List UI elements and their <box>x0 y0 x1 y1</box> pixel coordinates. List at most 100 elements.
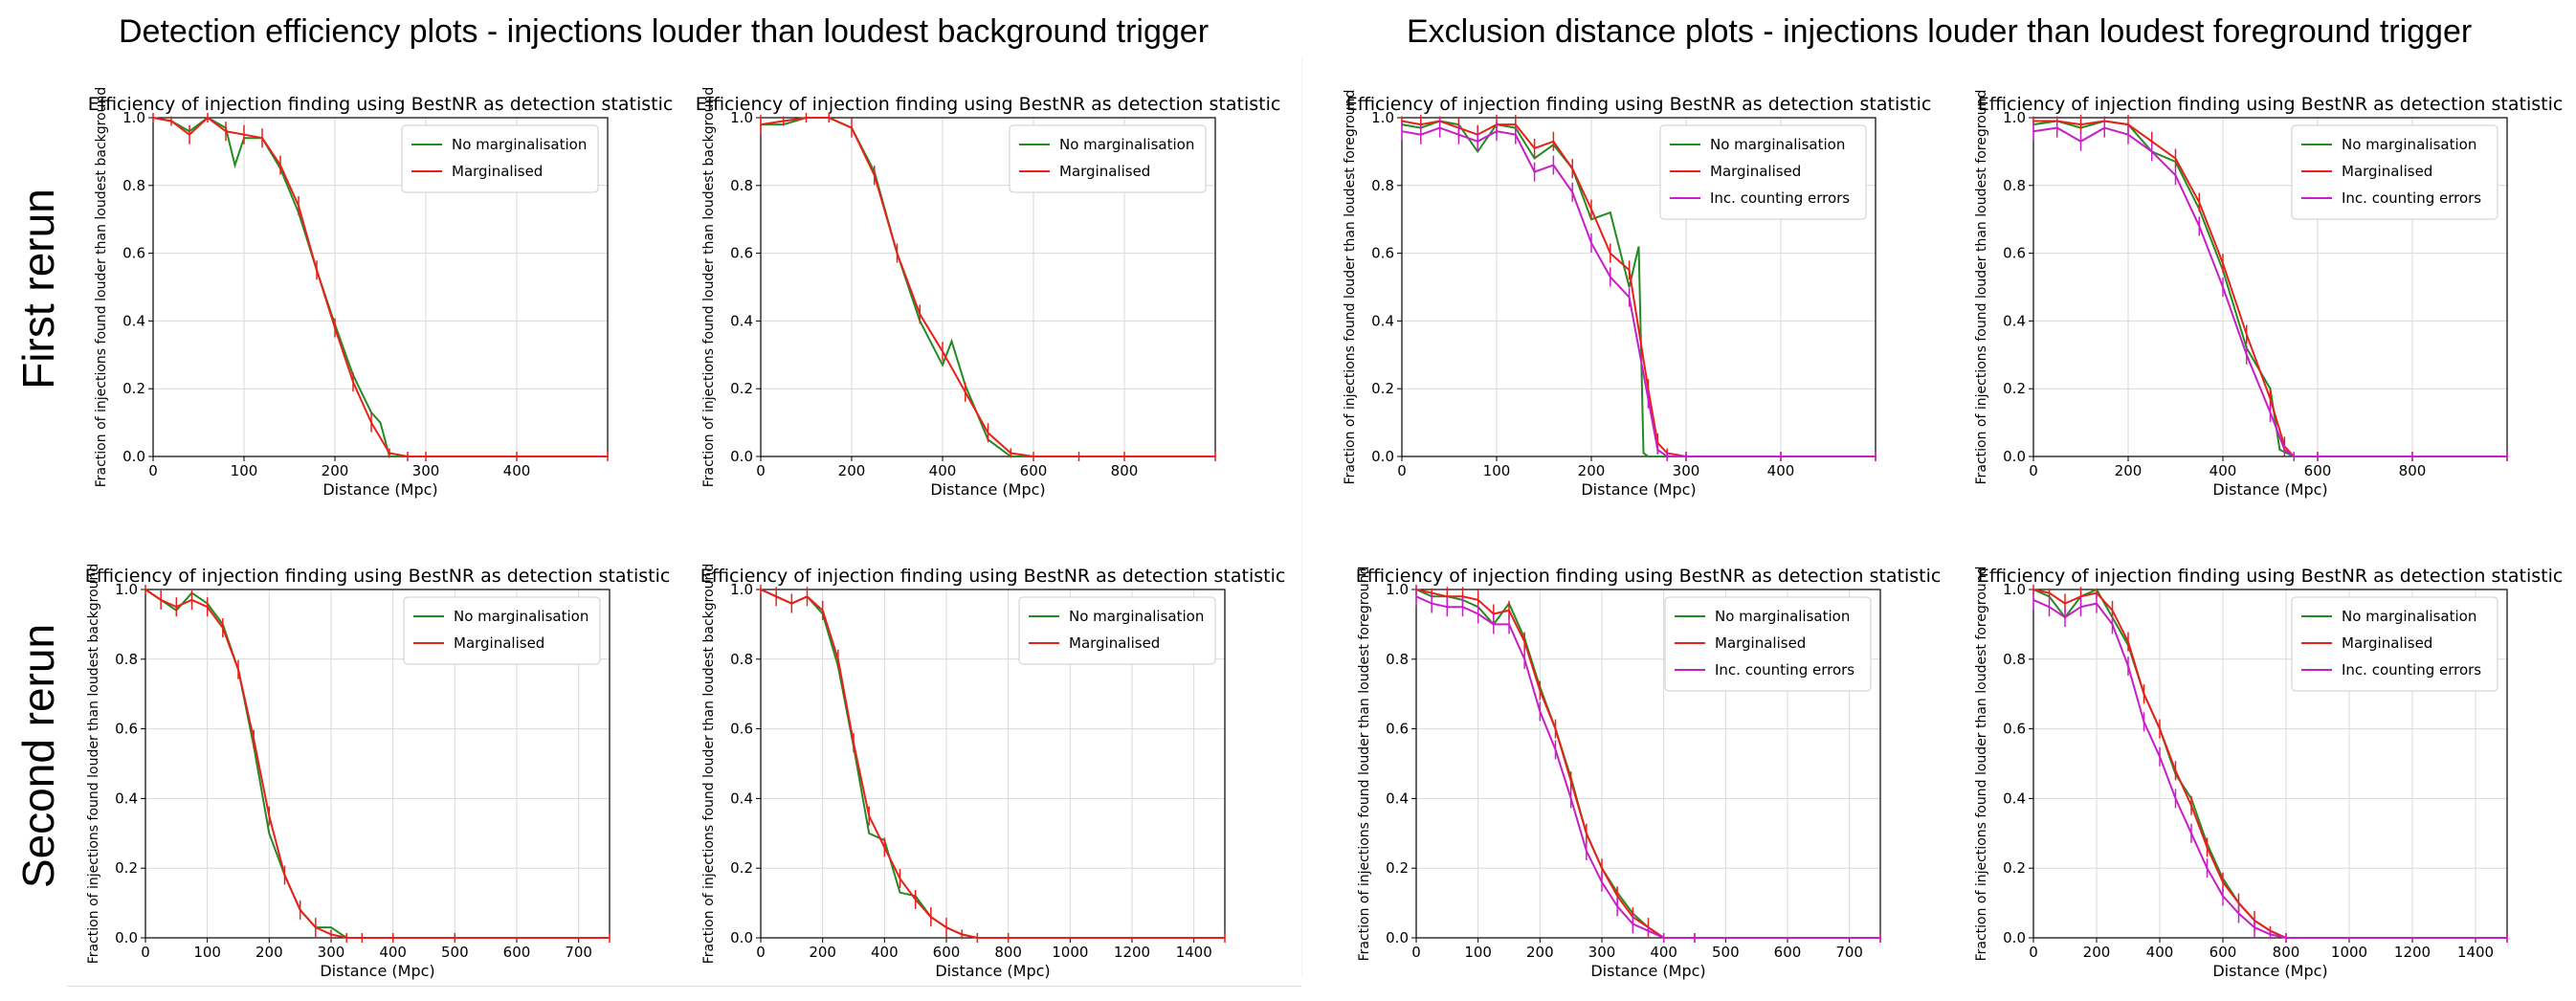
y-tick-label: 0.2 <box>115 859 138 877</box>
bottom-divider <box>67 986 1301 987</box>
legend-label: Inc. counting errors <box>2342 661 2481 678</box>
x-tick-label: 800 <box>2273 944 2300 961</box>
y-tick-label: 0.8 <box>1386 651 1409 668</box>
series-line-2 <box>2032 589 2507 939</box>
chart-title: Efficiency of injection finding using Be… <box>696 94 1281 115</box>
series-line-3 <box>2032 598 2507 939</box>
x-tick-label: 300 <box>412 462 440 479</box>
x-tick-label: 0 <box>756 462 766 479</box>
x-tick-label: 600 <box>1020 462 1048 479</box>
y-tick-label: 1.0 <box>2003 581 2026 598</box>
x-tick-label: 1200 <box>1114 944 1150 961</box>
legend-box <box>401 124 599 193</box>
plot-second-rerun-exclusion-b: 0 200 400 600 800 1000 1200 1400 0.0 0.2 0.4 0.6 0.8… <box>1974 566 2563 980</box>
y-axis-label: Fraction of injections found louder than… <box>94 87 109 488</box>
y-axis-label: Fraction of injections found louder than… <box>1357 567 1372 962</box>
x-tick-label: 1400 <box>1176 944 1212 961</box>
y-tick-label: 1.0 <box>115 581 138 598</box>
y-tick-label: 0.0 <box>2003 929 2026 946</box>
y-tick-label: 0.0 <box>115 929 138 946</box>
y-tick-label: 0.8 <box>730 651 753 668</box>
y-tick-label: 0.0 <box>1371 448 1394 465</box>
legend-label: No marginalisation <box>1710 136 1845 153</box>
x-tick-label: 500 <box>441 944 469 961</box>
y-tick-label: 0.0 <box>730 448 753 465</box>
x-tick-label: 100 <box>1464 944 1492 961</box>
x-tick-label: 0 <box>1397 462 1407 479</box>
plot-first-rerun-detection-b: 0 200 400 600 800 0.0 0.2 0.4 0.6 0.8 1.0Efficienc… <box>696 87 1281 499</box>
x-tick-label: 800 <box>2399 462 2427 479</box>
plot-second-rerun-detection-b: 0 200 400 600 800 1000 1200 1400 0.0 0.2 0.4 0.6 0.8… <box>700 564 1286 980</box>
y-tick-label: 0.0 <box>730 929 753 946</box>
series-line-2 <box>760 117 1215 457</box>
plot-second-rerun-detection-a: 0 100 200 300 400 500 600 700 0.0 0.2 0.4 0.6 0.8 1.0… <box>85 564 671 980</box>
legend-box <box>403 596 601 665</box>
x-tick-label: 0 <box>148 462 158 479</box>
x-tick-label: 200 <box>1578 462 1606 479</box>
y-tick-label: 0.6 <box>115 721 138 738</box>
y-tick-label: 0.6 <box>730 721 753 738</box>
y-tick-label: 0.8 <box>122 177 145 194</box>
x-tick-label: 600 <box>933 944 961 961</box>
x-tick-label: 600 <box>2210 944 2237 961</box>
legend-label: Inc. counting errors <box>1715 661 1854 678</box>
y-tick-label: 0.0 <box>122 448 145 465</box>
legend-box <box>1659 124 1867 220</box>
y-tick-label: 0.0 <box>1386 929 1409 946</box>
y-tick-label: 0.4 <box>730 312 753 329</box>
x-tick-label: 200 <box>255 944 283 961</box>
x-axis-label: Distance (Mpc) <box>2212 480 2327 499</box>
plot-frame <box>760 117 1216 457</box>
x-tick-label: 700 <box>1835 944 1863 961</box>
x-tick-label: 300 <box>1673 462 1700 479</box>
x-tick-label: 500 <box>1712 944 1740 961</box>
x-tick-label: 800 <box>994 944 1022 961</box>
detection-efficiency-heading: Detection efficiency plots - injections … <box>119 13 1210 50</box>
legend-label: Inc. counting errors <box>2342 189 2481 207</box>
plot-first-rerun-exclusion-a: 0 100 200 300 400 0.0 0.2 0.4 0.6 0.8 1.0Efficienc… <box>1343 90 1931 499</box>
y-tick-label: 0.4 <box>115 790 138 807</box>
chart-title: Efficiency of injection finding using Be… <box>1978 566 2564 587</box>
chart-title: Efficiency of injection finding using Be… <box>700 566 1286 587</box>
x-tick-label: 0 <box>141 944 150 961</box>
legend-box <box>1018 596 1216 665</box>
x-tick-label: 100 <box>193 944 221 961</box>
y-tick-label: 0.4 <box>1371 312 1394 329</box>
x-tick-label: 1000 <box>1052 944 1088 961</box>
y-tick-label: 0.0 <box>2003 448 2026 465</box>
y-tick-label: 0.8 <box>115 651 138 668</box>
y-axis-label: Fraction of injections found louder than… <box>86 564 101 965</box>
y-axis-label: Fraction of injections found louder than… <box>1343 90 1358 485</box>
x-tick-label: 400 <box>871 944 899 961</box>
x-tick-label: 0 <box>2029 462 2038 479</box>
legend-label: No marginalisation <box>1059 136 1194 153</box>
x-tick-label: 800 <box>1111 462 1139 479</box>
row-label-first-rerun: First rerun <box>13 189 63 389</box>
y-axis-label: Fraction of injections found louder than… <box>1974 567 1989 962</box>
x-tick-label: 0 <box>2029 944 2038 961</box>
x-tick-label: 0 <box>756 944 766 961</box>
chart-title: Efficiency of injection finding using Be… <box>1346 94 1932 115</box>
chart-title: Efficiency of injection finding using Be… <box>88 94 674 115</box>
y-tick-label: 0.2 <box>2003 380 2026 397</box>
y-tick-label: 0.2 <box>730 859 753 877</box>
y-tick-label: 0.6 <box>2003 245 2026 262</box>
x-axis-label: Distance (Mpc) <box>935 962 1050 980</box>
plot-frame <box>1415 589 1881 939</box>
series-line-2 <box>152 116 608 457</box>
y-tick-label: 1.0 <box>730 581 753 598</box>
y-tick-label: 0.6 <box>1386 721 1409 738</box>
legend-label: No marginalisation <box>1715 608 1850 625</box>
legend-label: Marginalised <box>1059 163 1150 180</box>
y-tick-label: 0.6 <box>122 245 145 262</box>
x-tick-label: 400 <box>2146 944 2174 961</box>
y-tick-label: 0.2 <box>1386 859 1409 877</box>
y-axis-label: Fraction of injections found louder than… <box>1974 90 1989 485</box>
legend-label: Marginalised <box>1069 634 1160 652</box>
legend-label: No marginalisation <box>2342 608 2476 625</box>
legend-label: Marginalised <box>2342 163 2432 180</box>
x-axis-label: Distance (Mpc) <box>320 962 434 980</box>
chart-title: Efficiency of injection finding using Be… <box>85 566 671 587</box>
legend-box <box>2291 124 2498 220</box>
y-tick-label: 1.0 <box>730 109 753 126</box>
